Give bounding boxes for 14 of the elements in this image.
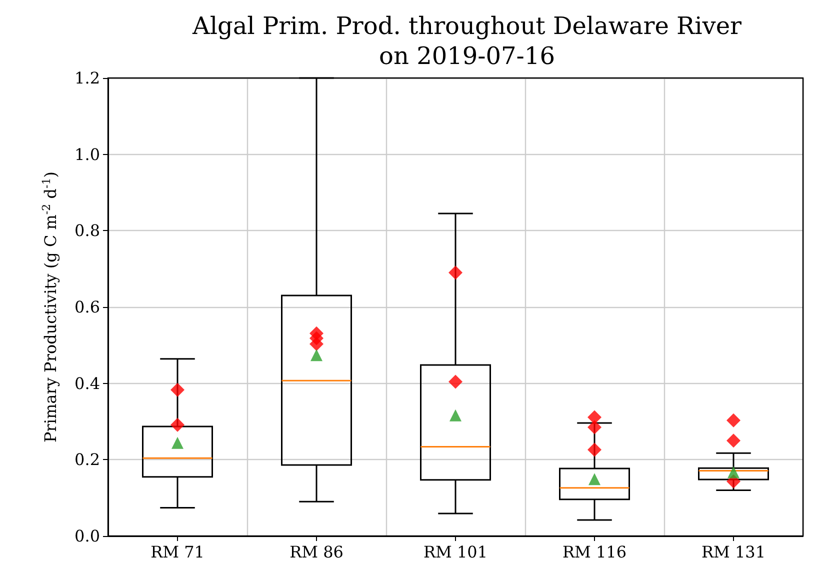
x-tick-label: RM 131 <box>701 542 766 562</box>
y-tick-label: 0.2 <box>74 450 100 470</box>
x-tick-label: RM 86 <box>290 542 344 562</box>
x-tick-label: RM 101 <box>423 542 488 562</box>
y-tick-label: 1.2 <box>74 68 100 88</box>
chart-title: Algal Prim. Prod. throughout Delaware River on 2019-07-16 <box>191 12 742 70</box>
x-tick-label: RM 116 <box>562 542 627 562</box>
y-tick-label: 0.4 <box>74 374 100 393</box>
x-tick-label: RM 71 <box>150 542 204 562</box>
y-axis-title: Primary Productivity (g C m-2 d-1) <box>40 172 60 442</box>
y-tick-label: 0.6 <box>74 298 100 316</box>
y-tick-label: 1.0 <box>74 144 100 164</box>
y-tick-label: 0.0 <box>74 526 100 546</box>
y-tick-label: 0.8 <box>74 221 100 240</box>
